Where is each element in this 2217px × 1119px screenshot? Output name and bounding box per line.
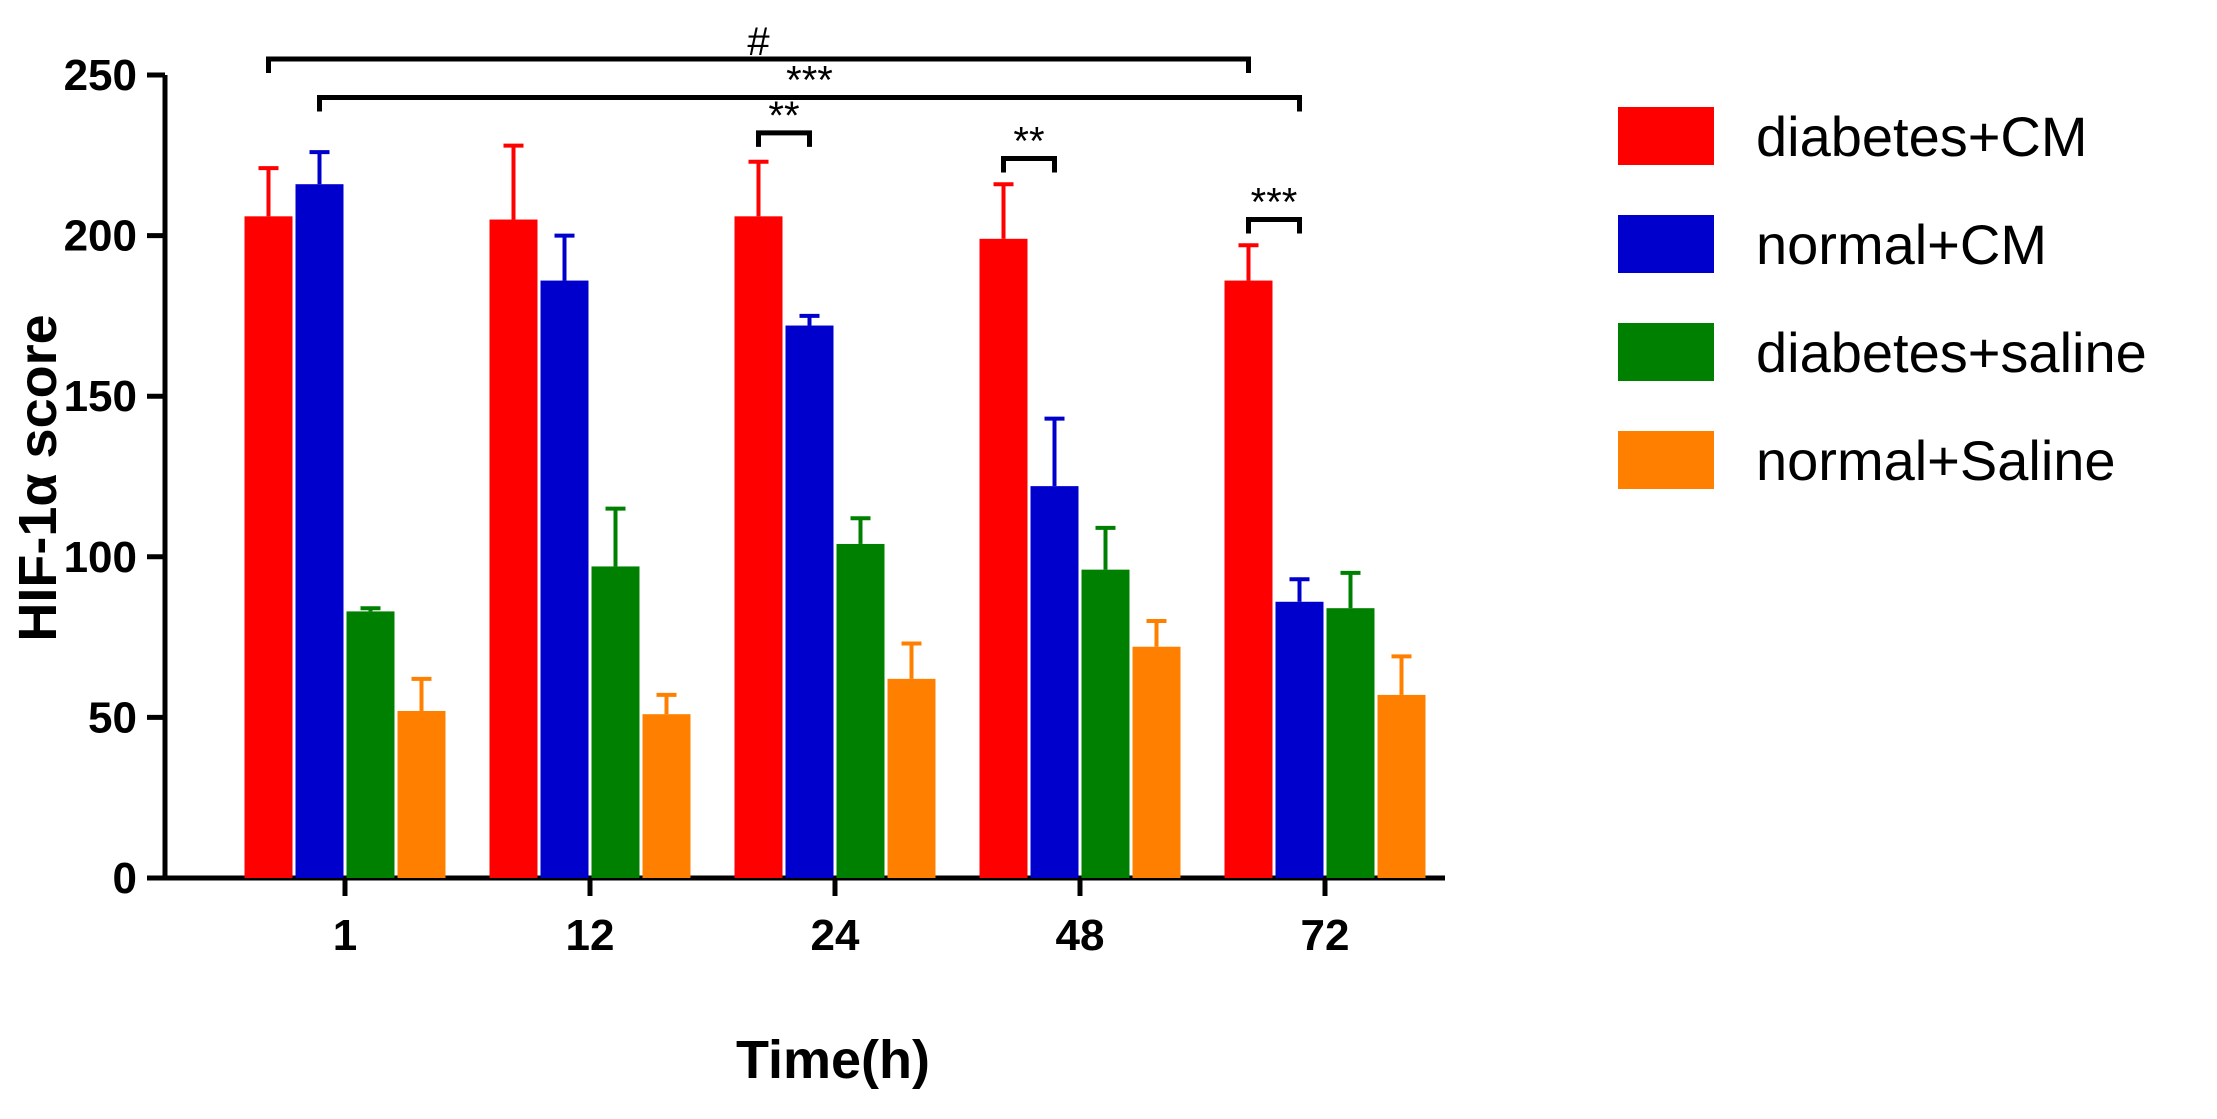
bar-normal-saline-24 [887,678,936,878]
bar-normal-saline-12 [642,714,691,878]
bar-normal-saline-1 [397,710,446,878]
x-tick-label-48: 48 [1056,911,1105,960]
x-tick-label-1: 1 [333,911,357,960]
y-tick-label-250: 250 [64,51,137,100]
legend: diabetes+CM normal+CM diabetes+saline norma… [1618,105,2147,492]
x-tick-label-12: 12 [566,911,615,960]
significance-bracket-1 [317,94,1302,112]
significance-bracket-4 [1246,217,1302,234]
x-tick-label-72: 72 [1301,911,1350,960]
axes: 0 50 100 150 200 250 1 12 24 48 72 [64,51,1445,960]
y-tick-label-100: 100 [64,533,137,582]
bar-diabetes-saline-24 [836,543,885,878]
significance-label-0: # [747,20,770,64]
legend-label-0: diabetes+CM [1756,105,2088,168]
legend-label-2: diabetes+saline [1756,321,2147,384]
bars [244,143,1426,879]
legend-label-3: normal+Saline [1756,429,2116,492]
bar-normal-cm-12 [540,280,589,878]
significance-bracket-3 [1001,156,1057,173]
bar-diabetes-cm-72 [1224,280,1273,878]
x-axis-title: Time(h) [736,1030,930,1090]
significance-label-3: ** [1013,120,1044,164]
y-axis-title: HIF-1α score [8,314,68,641]
bar-diabetes-cm-1 [244,216,293,878]
bar-diabetes-saline-48 [1081,569,1130,878]
bar-normal-cm-48 [1030,486,1079,878]
legend-label-1: normal+CM [1756,213,2047,276]
bar-diabetes-saline-12 [591,566,640,878]
y-tick-label-150: 150 [64,372,137,421]
bar-normal-saline-72 [1377,694,1426,878]
bar-diabetes-saline-1 [346,611,395,878]
bar-diabetes-cm-48 [979,238,1028,878]
significance-label-4: *** [1251,181,1298,225]
bar-normal-cm-72 [1275,601,1324,878]
bar-normal-saline-48 [1132,646,1181,878]
significance-label-2: ** [768,94,799,138]
bar-diabetes-cm-12 [489,219,538,879]
legend-swatch-2 [1618,323,1714,381]
legend-swatch-0 [1618,107,1714,165]
significance-annotations: #********** [266,20,1302,234]
y-tick-label-200: 200 [64,212,137,261]
bar-normal-cm-1 [295,184,344,878]
y-tick-label-50: 50 [88,693,137,742]
legend-swatch-1 [1618,215,1714,273]
y-tick-label-0: 0 [113,854,137,903]
significance-label-1: *** [786,58,833,102]
bar-normal-cm-24 [785,325,834,878]
significance-bracket-0 [266,56,1251,73]
bar-diabetes-saline-72 [1326,608,1375,878]
legend-swatch-3 [1618,431,1714,489]
x-tick-label-24: 24 [811,911,860,960]
bar-diabetes-cm-24 [734,216,783,878]
significance-bracket-2 [756,130,812,147]
